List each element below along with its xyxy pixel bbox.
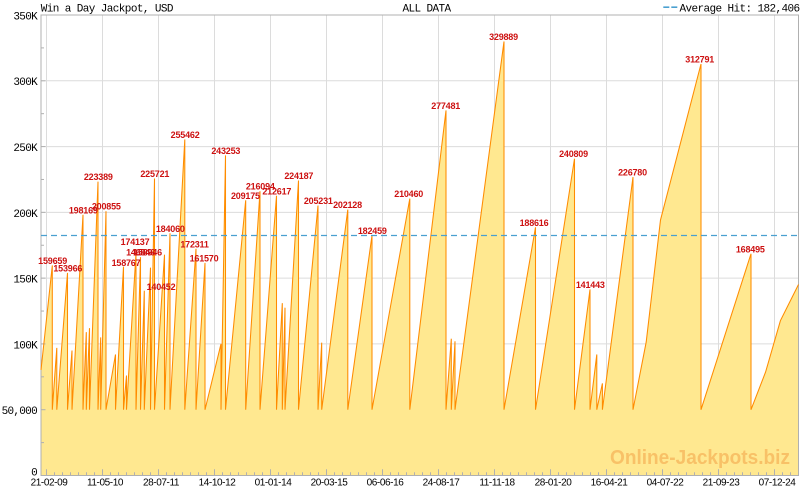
svg-text:21-09-23: 21-09-23	[703, 477, 741, 488]
svg-text:100K: 100K	[13, 340, 38, 352]
svg-text:300K: 300K	[13, 77, 38, 89]
svg-text:329889: 329889	[489, 32, 518, 42]
svg-text:250K: 250K	[13, 143, 38, 155]
svg-text:04-07-22: 04-07-22	[647, 477, 685, 488]
svg-text:205231: 205231	[304, 196, 333, 206]
svg-text:159659: 159659	[38, 256, 67, 266]
svg-text:312791: 312791	[685, 55, 714, 65]
svg-text:ALL DATA: ALL DATA	[403, 3, 452, 15]
svg-text:223389: 223389	[84, 172, 113, 182]
svg-text:11-11-18: 11-11-18	[479, 477, 515, 488]
svg-text:14-10-12: 14-10-12	[199, 477, 237, 488]
svg-text:Average Hit: 182,406: Average Hit: 182,406	[680, 3, 800, 15]
svg-text:146846: 146846	[126, 248, 155, 258]
svg-text:172311: 172311	[180, 239, 209, 249]
svg-text:198169: 198169	[69, 205, 98, 215]
svg-text:240809: 240809	[559, 149, 588, 159]
svg-text:350K: 350K	[13, 11, 38, 23]
svg-text:277481: 277481	[431, 101, 460, 111]
svg-text:168495: 168495	[736, 244, 765, 254]
svg-text:140452: 140452	[147, 282, 176, 292]
svg-text:210460: 210460	[394, 189, 423, 199]
svg-text:224187: 224187	[284, 171, 313, 181]
svg-text:153966: 153966	[53, 263, 82, 273]
svg-text:21-02-09: 21-02-09	[31, 477, 69, 488]
svg-text:50,000: 50,000	[2, 406, 38, 418]
svg-text:182459: 182459	[358, 226, 387, 236]
svg-text:216094: 216094	[246, 182, 275, 192]
svg-text:209175: 209175	[231, 191, 260, 201]
svg-text:07-12-24: 07-12-24	[759, 477, 797, 488]
svg-text:Online-Jackpots.biz: Online-Jackpots.biz	[610, 447, 790, 469]
svg-text:01-01-14: 01-01-14	[255, 477, 293, 488]
svg-text:174137: 174137	[121, 237, 150, 247]
svg-text:188616: 188616	[520, 218, 549, 228]
svg-text:24-08-17: 24-08-17	[423, 477, 461, 488]
svg-text:141443: 141443	[576, 280, 605, 290]
svg-text:28-07-11: 28-07-11	[143, 477, 180, 488]
svg-text:28-01-20: 28-01-20	[535, 477, 573, 488]
svg-text:06-06-16: 06-06-16	[367, 477, 405, 488]
svg-text:184060: 184060	[156, 224, 185, 234]
svg-text:255462: 255462	[171, 130, 200, 140]
svg-text:Win a Day Jackpot, USD: Win a Day Jackpot, USD	[41, 3, 174, 15]
svg-text:200K: 200K	[13, 209, 38, 221]
svg-text:20-03-15: 20-03-15	[311, 477, 349, 488]
svg-text:243253: 243253	[211, 146, 240, 156]
svg-text:0: 0	[31, 467, 37, 479]
svg-text:150K: 150K	[13, 275, 38, 287]
svg-text:212617: 212617	[262, 186, 291, 196]
svg-text:161570: 161570	[190, 253, 219, 263]
svg-text:225721: 225721	[140, 169, 169, 179]
svg-text:158767: 158767	[112, 258, 141, 268]
svg-text:226780: 226780	[618, 168, 647, 178]
svg-text:202128: 202128	[333, 200, 362, 210]
svg-text:200855: 200855	[92, 202, 121, 212]
svg-text:16-04-21: 16-04-21	[591, 477, 629, 488]
svg-text:158946: 158946	[133, 248, 162, 258]
svg-text:11-05-10: 11-05-10	[87, 477, 124, 488]
